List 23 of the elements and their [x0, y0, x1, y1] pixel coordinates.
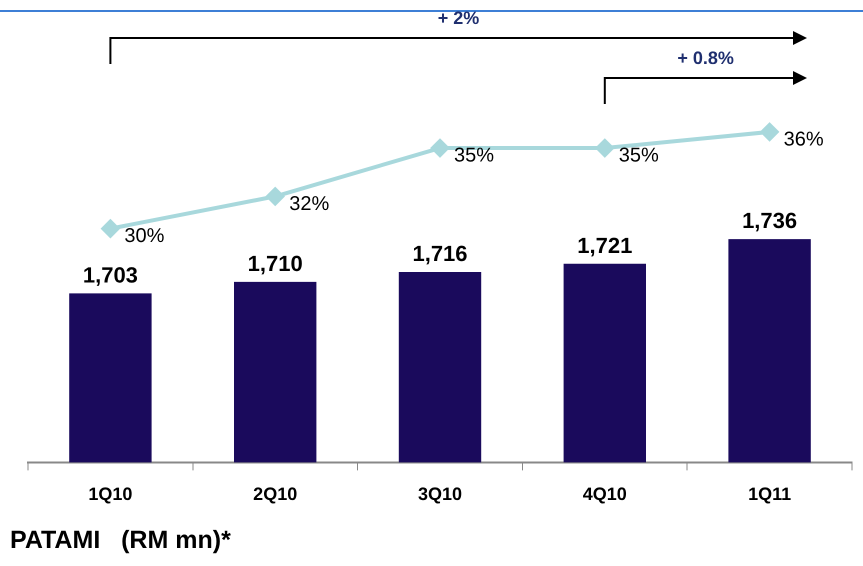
point	[596, 139, 614, 158]
data-label: 1,721	[577, 232, 632, 258]
x-tick-label: 4Q10	[582, 484, 627, 504]
point	[760, 122, 779, 141]
x-tick-label: 1Q11	[748, 484, 792, 504]
point	[266, 187, 284, 206]
x-axis-title: PATAMI (RM mn)*	[10, 526, 231, 555]
annotation: + 2%	[438, 8, 480, 29]
data-label: 36%	[784, 128, 824, 150]
data-label: 35%	[618, 144, 660, 167]
x-tick-label: 2Q10	[253, 484, 298, 504]
data-label: 35%	[454, 144, 494, 167]
x-tick-label: 1Q10	[88, 484, 132, 504]
point	[101, 220, 120, 238]
data-label: 30%	[124, 225, 165, 248]
annotation: + 0.8%	[677, 48, 734, 69]
data-label: 1,736	[742, 208, 798, 234]
data-label: 1,703	[82, 262, 138, 288]
x-tick-label: 3Q10	[418, 484, 462, 504]
data-label: 32%	[289, 192, 330, 215]
data-label: 1,716	[412, 241, 468, 266]
point	[431, 139, 449, 158]
data-label: 1,710	[248, 250, 303, 276]
